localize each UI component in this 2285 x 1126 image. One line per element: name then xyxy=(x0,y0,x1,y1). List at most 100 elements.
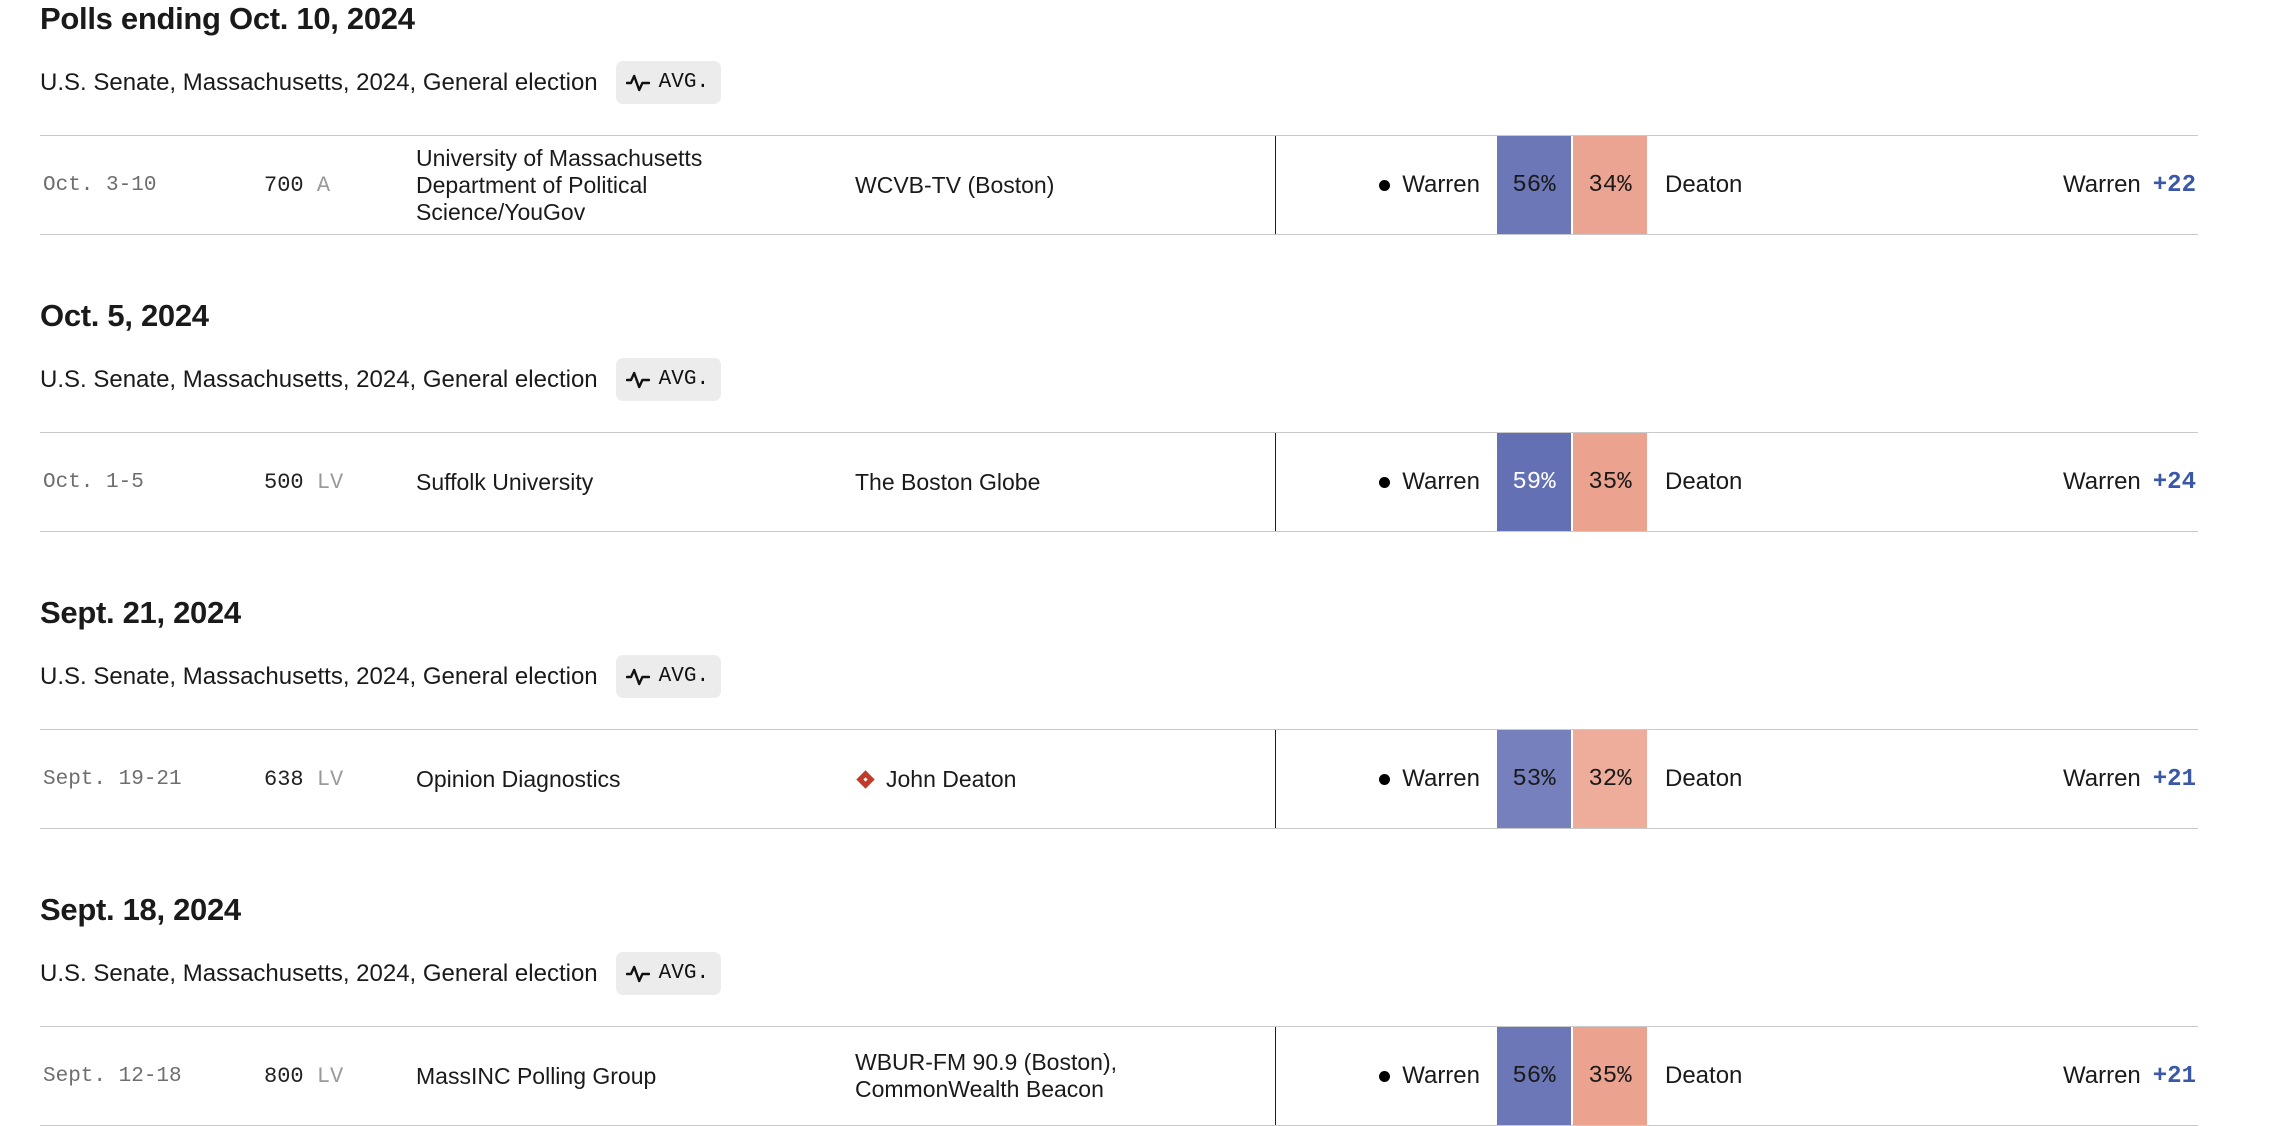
margin-leader-name: Warren xyxy=(2062,1062,2141,1089)
sponsor-name: WCVB-TV (Boston) xyxy=(855,171,1055,198)
margin-cell: Warren +22 xyxy=(1742,171,2198,199)
margin-leader-name: Warren xyxy=(2062,468,2141,495)
avg-toggle-badge[interactable]: AVG. xyxy=(615,952,722,995)
avg-badge-label: AVG. xyxy=(658,368,710,391)
sample-size: 638 xyxy=(264,766,304,792)
results-cell: Warren 59% 35% Deaton Warren +24 xyxy=(1276,433,2198,531)
leader-dot-icon xyxy=(1379,179,1391,191)
trailer-pct-box: 35% xyxy=(1573,433,1647,531)
poll-section: Sept. 21, 2024 U.S. Senate, Massachusett… xyxy=(40,596,2198,829)
section-heading: Polls ending Oct. 10, 2024 xyxy=(40,1,415,36)
margin-cell: Warren +21 xyxy=(1742,765,2198,793)
leader-dot-icon xyxy=(1379,1070,1391,1082)
leader-pct-box: 56% xyxy=(1497,136,1571,234)
leader-pct-box: 59% xyxy=(1497,433,1571,531)
race-subtitle-row: U.S. Senate, Massachusetts, 2024, Genera… xyxy=(40,358,2198,401)
poll-sample: 638 LV xyxy=(264,766,344,792)
results-cell: Warren 56% 35% Deaton Warren +21 xyxy=(1276,1027,2198,1125)
sample-size: 800 xyxy=(264,1063,304,1089)
pollster-cell: University of Massachusetts Department o… xyxy=(416,145,855,226)
trailer-pct-box: 32% xyxy=(1573,730,1647,828)
poll-dates: Sept. 19-21 xyxy=(43,767,182,791)
pollster-cell: MassINC Polling Group xyxy=(416,1063,855,1090)
leader-pct-box: 56% xyxy=(1497,1027,1571,1125)
avg-badge-label: AVG. xyxy=(658,665,710,688)
poll-row: Oct. 3-10 700 A University of Massachuse… xyxy=(40,135,2198,235)
margin-value: +21 xyxy=(2152,765,2196,793)
trailer-name: Deaton xyxy=(1665,765,1743,792)
pulse-icon xyxy=(625,71,650,95)
race-subtitle-row: U.S. Senate, Massachusetts, 2024, Genera… xyxy=(40,952,2198,995)
leader-name: Warren xyxy=(1402,765,1480,792)
pulse-icon xyxy=(625,665,650,689)
trailer-pct-box: 34% xyxy=(1573,136,1647,234)
leader-cell: Warren xyxy=(1276,468,1490,496)
polls-list-page: Polls ending Oct. 10, 2024 U.S. Senate, … xyxy=(40,2,2198,1126)
results-cell: Warren 56% 34% Deaton Warren +22 xyxy=(1276,136,2198,234)
pollster-link[interactable]: MassINC Polling Group xyxy=(416,1062,657,1089)
leader-name: Warren xyxy=(1402,468,1480,495)
sponsor-name: The Boston Globe xyxy=(855,468,1041,495)
leader-pct-box: 53% xyxy=(1497,730,1571,828)
race-subtitle: U.S. Senate, Massachusetts, 2024, Genera… xyxy=(40,663,598,690)
pollster-link[interactable]: Suffolk University xyxy=(416,468,594,495)
sponsor-cell: WBUR-FM 90.9 (Boston), CommonWealth Beac… xyxy=(855,1027,1276,1125)
leader-name: Warren xyxy=(1402,171,1480,198)
margin-value: +24 xyxy=(2152,468,2196,496)
margin-value: +22 xyxy=(2152,171,2196,199)
trailer-name: Deaton xyxy=(1665,1062,1743,1089)
race-subtitle-row: U.S. Senate, Massachusetts, 2024, Genera… xyxy=(40,655,2198,698)
sponsor-name: WBUR-FM 90.9 (Boston), CommonWealth Beac… xyxy=(855,1049,1117,1102)
trailer-pct-box: 35% xyxy=(1573,1027,1647,1125)
avg-toggle-badge[interactable]: AVG. xyxy=(615,655,722,698)
sample-size: 700 xyxy=(264,172,304,198)
race-subtitle: U.S. Senate, Massachusetts, 2024, Genera… xyxy=(40,366,598,393)
poll-row: Sept. 12-18 800 LV MassINC Polling Group… xyxy=(40,1026,2198,1126)
margin-value: +21 xyxy=(2152,1062,2196,1090)
poll-dates: Oct. 1-5 xyxy=(43,470,144,494)
section-heading: Sept. 18, 2024 xyxy=(40,892,241,927)
leader-cell: Warren xyxy=(1276,765,1490,793)
partisan-sponsor-diamond-icon xyxy=(856,769,875,789)
poll-section: Sept. 18, 2024 U.S. Senate, Massachusett… xyxy=(40,893,2198,1126)
avg-badge-label: AVG. xyxy=(658,71,710,94)
margin-leader-name: Warren xyxy=(2062,171,2141,198)
results-cell: Warren 53% 32% Deaton Warren +21 xyxy=(1276,730,2198,828)
poll-section: Polls ending Oct. 10, 2024 U.S. Senate, … xyxy=(40,2,2198,235)
section-heading: Oct. 5, 2024 xyxy=(40,298,209,333)
pollster-cell: Opinion Diagnostics xyxy=(416,766,855,793)
poll-sample: 500 LV xyxy=(264,469,344,495)
poll-row: Sept. 19-21 638 LV Opinion Diagnostics J… xyxy=(40,729,2198,829)
race-subtitle: U.S. Senate, Massachusetts, 2024, Genera… xyxy=(40,69,598,96)
sponsor-name: John Deaton xyxy=(886,765,1017,792)
avg-toggle-badge[interactable]: AVG. xyxy=(615,358,722,401)
pollster-link[interactable]: University of Massachusetts Department o… xyxy=(416,144,703,225)
pulse-icon xyxy=(625,962,650,986)
poll-section: Oct. 5, 2024 U.S. Senate, Massachusetts,… xyxy=(40,299,2198,532)
trailer-name: Deaton xyxy=(1665,468,1743,495)
trailer-name: Deaton xyxy=(1665,171,1743,198)
poll-dates: Sept. 12-18 xyxy=(43,1064,182,1088)
pulse-icon xyxy=(625,368,650,392)
margin-cell: Warren +24 xyxy=(1742,468,2198,496)
leader-dot-icon xyxy=(1379,773,1391,785)
poll-sample: 700 A xyxy=(264,172,331,198)
avg-badge-label: AVG. xyxy=(658,962,710,985)
sponsor-cell: John Deaton xyxy=(855,730,1276,828)
pollster-link[interactable]: Opinion Diagnostics xyxy=(416,765,621,792)
sponsor-cell: The Boston Globe xyxy=(855,433,1276,531)
race-subtitle: U.S. Senate, Massachusetts, 2024, Genera… xyxy=(40,960,598,987)
sample-size: 500 xyxy=(264,469,304,495)
pollster-cell: Suffolk University xyxy=(416,469,855,496)
avg-toggle-badge[interactable]: AVG. xyxy=(615,61,722,104)
poll-sample: 800 LV xyxy=(264,1063,344,1089)
leader-dot-icon xyxy=(1379,476,1391,488)
margin-leader-name: Warren xyxy=(2062,765,2141,792)
margin-cell: Warren +21 xyxy=(1742,1062,2198,1090)
sponsor-cell: WCVB-TV (Boston) xyxy=(855,136,1276,234)
leader-name: Warren xyxy=(1402,1062,1480,1089)
leader-cell: Warren xyxy=(1276,171,1490,199)
section-heading: Sept. 21, 2024 xyxy=(40,595,241,630)
poll-row: Oct. 1-5 500 LV Suffolk University The B… xyxy=(40,432,2198,532)
leader-cell: Warren xyxy=(1276,1062,1490,1090)
